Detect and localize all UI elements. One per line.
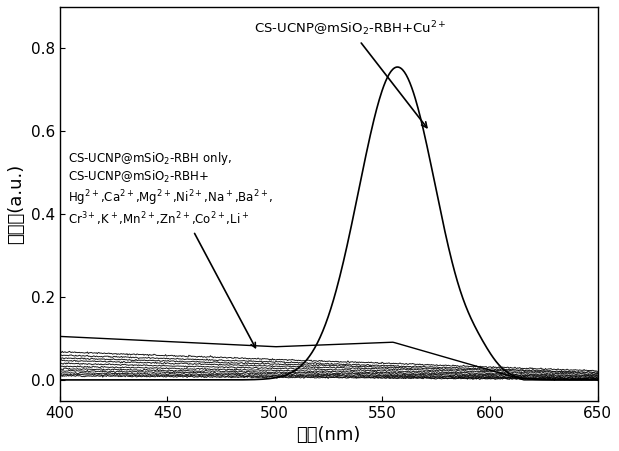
Text: CS-UCNP@mSiO$_2$-RBH+Cu$^{2+}$: CS-UCNP@mSiO$_2$-RBH+Cu$^{2+}$ [254,19,446,128]
Text: CS-UCNP@mSiO$_2$-RBH only,
CS-UCNP@mSiO$_2$-RBH+
Hg$^{2+}$,Ca$^{2+}$,Mg$^{2+}$,N: CS-UCNP@mSiO$_2$-RBH only, CS-UCNP@mSiO$… [68,150,274,348]
Y-axis label: 吸光度(a.u.): 吸光度(a.u.) [7,164,25,244]
X-axis label: 波长(nm): 波长(nm) [297,426,361,444]
